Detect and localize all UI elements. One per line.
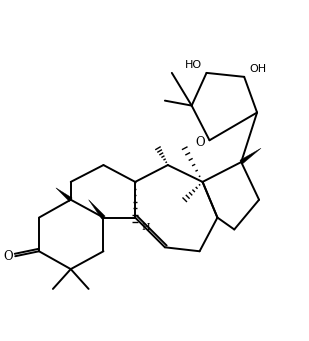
Text: HO: HO [184, 60, 201, 70]
Polygon shape [240, 148, 261, 164]
Text: OH: OH [249, 64, 266, 74]
Polygon shape [89, 200, 105, 219]
Text: O: O [4, 250, 13, 263]
Text: O: O [195, 136, 205, 149]
Polygon shape [56, 188, 72, 202]
Text: H: H [141, 223, 150, 232]
